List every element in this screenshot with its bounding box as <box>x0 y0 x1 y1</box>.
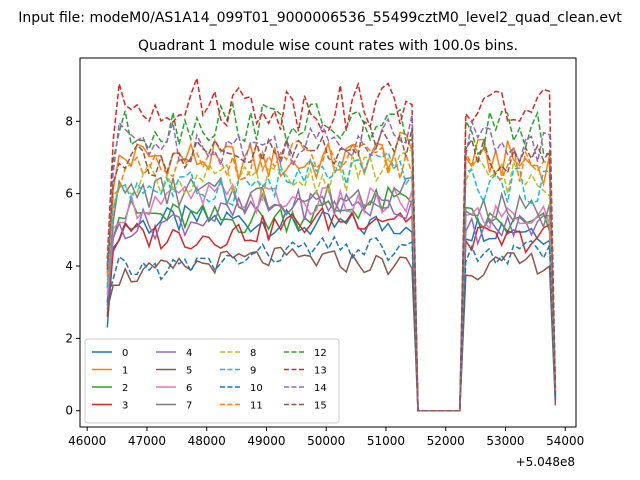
legend-label: 1 <box>122 366 128 377</box>
legend-label: 13 <box>314 366 327 377</box>
series-line-1 <box>106 131 557 412</box>
series-line-8 <box>106 148 557 412</box>
x-tick-label: 48000 <box>188 434 226 448</box>
y-tick-label: 8 <box>65 114 73 128</box>
x-tick-label: 47000 <box>128 434 166 448</box>
legend-box <box>84 338 340 424</box>
x-tick-label: 52000 <box>427 434 465 448</box>
series-line-10 <box>106 235 557 412</box>
x-tick-label: 46000 <box>68 434 106 448</box>
legend-label: 4 <box>186 348 192 359</box>
legend-label: 9 <box>250 366 256 377</box>
legend-label: 7 <box>186 401 192 412</box>
legend-label: 12 <box>314 348 327 359</box>
series-line-3 <box>106 206 557 412</box>
series-line-9 <box>106 151 557 412</box>
axis-ticks: 46000 47000 48000 49000 50000 51000 52000 53000… <box>65 114 584 448</box>
series-line-4 <box>106 187 557 412</box>
legend-label: 15 <box>314 401 327 412</box>
y-tick-label: 4 <box>65 259 73 273</box>
x-tick-label: 49000 <box>247 434 285 448</box>
series-line-15 <box>106 120 557 412</box>
y-tick-label: 2 <box>65 331 73 345</box>
y-tick-label: 6 <box>65 187 73 201</box>
y-tick-label: 0 <box>65 404 73 418</box>
legend-label: 3 <box>122 401 128 412</box>
series-line-14 <box>106 114 557 412</box>
legend-label: 5 <box>186 366 192 377</box>
legend-label: 0 <box>122 348 128 359</box>
legend-label: 2 <box>122 383 128 394</box>
axes-frame <box>79 57 577 428</box>
legend-label: 14 <box>314 383 327 394</box>
plot-area <box>106 75 557 412</box>
series-line-13 <box>106 75 557 412</box>
series-line-6 <box>106 181 557 412</box>
x-tick-label: 53000 <box>486 434 524 448</box>
x-tick-label: 51000 <box>367 434 405 448</box>
legend-label: 11 <box>250 401 263 412</box>
figure-suptitle: Input file: modeM0/AS1A14_099T01_9000006… <box>18 10 622 26</box>
series-line-7 <box>106 176 557 412</box>
plot-title: Quadrant 1 module wise count rates with … <box>138 38 518 54</box>
x-offset-label: +5.048e8 <box>516 455 575 469</box>
legend-label: 6 <box>186 383 192 394</box>
legend-label: 8 <box>250 348 256 359</box>
legend-label: 10 <box>250 383 263 394</box>
x-tick-label: 54000 <box>546 434 584 448</box>
x-tick-label: 50000 <box>307 434 345 448</box>
